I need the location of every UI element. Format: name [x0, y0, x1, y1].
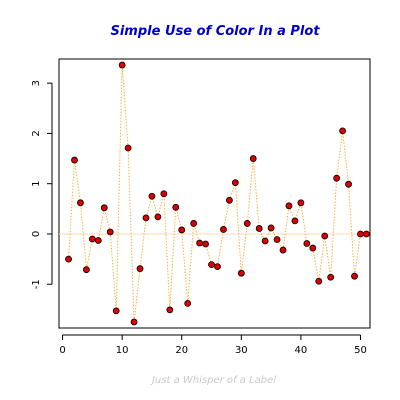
- x-tick-label: 10: [116, 345, 129, 356]
- data-point: [77, 199, 84, 207]
- plot-frame: [58, 58, 371, 329]
- y-tick-label: -1: [31, 279, 42, 289]
- y-axis: -1 0 1 2 3: [31, 80, 53, 289]
- data-point: [166, 306, 174, 314]
- data-point: [273, 236, 281, 243]
- data-point: [321, 232, 329, 240]
- data-point: [315, 277, 323, 285]
- data-point: [106, 228, 114, 236]
- data-point: [178, 226, 186, 234]
- x-tick-label: 0: [59, 345, 65, 356]
- data-point: [243, 220, 251, 227]
- series-connector-line: [68, 64, 367, 323]
- x-tick-label: 40: [295, 345, 308, 356]
- data-point: [303, 240, 311, 247]
- points-layer: [65, 61, 370, 326]
- data-point: [339, 127, 346, 135]
- x-tick-label: 20: [175, 345, 188, 356]
- x-axis-label: Just a Whisper of a Label: [150, 375, 276, 386]
- data-point: [71, 156, 78, 164]
- data-point: [261, 237, 269, 245]
- data-point: [297, 199, 305, 207]
- data-point: [202, 240, 209, 248]
- data-point: [88, 235, 96, 243]
- data-point: [357, 230, 364, 238]
- data-point: [172, 203, 180, 211]
- data-point: [118, 61, 126, 69]
- data-point: [190, 220, 198, 227]
- data-point: [255, 225, 263, 232]
- y-tick-label: 3: [31, 80, 42, 86]
- data-point: [363, 230, 370, 238]
- data-point: [130, 318, 138, 326]
- data-point: [196, 239, 204, 247]
- data-point: [351, 272, 358, 280]
- data-point: [327, 273, 335, 281]
- data-point: [112, 307, 120, 315]
- data-point: [345, 180, 352, 188]
- data-point: [279, 246, 287, 254]
- data-point: [309, 244, 317, 252]
- data-point: [136, 265, 144, 273]
- data-point: [65, 255, 72, 263]
- data-point: [237, 269, 245, 277]
- data-point: [100, 204, 108, 212]
- y-tick-label: 0: [31, 231, 42, 237]
- data-point: [291, 217, 299, 225]
- x-tick-label: 50: [354, 345, 367, 356]
- x-axis: 0 10 20 30 40 50: [59, 334, 367, 356]
- chart-title: Simple Use of Color In a Plot: [110, 24, 320, 39]
- data-point: [225, 196, 233, 204]
- data-point: [285, 202, 293, 210]
- data-point: [83, 266, 90, 274]
- data-point: [220, 226, 227, 233]
- data-point: [333, 174, 341, 182]
- data-point: [214, 263, 221, 271]
- data-point: [184, 299, 192, 307]
- data-point: [124, 144, 132, 152]
- data-point: [148, 192, 156, 200]
- data-point: [249, 155, 257, 162]
- data-point: [142, 214, 150, 222]
- y-tick-label: 1: [31, 181, 42, 187]
- data-point: [94, 237, 102, 244]
- connector-layer: [68, 64, 367, 323]
- data-point: [208, 261, 215, 269]
- x-tick-label: 30: [235, 345, 248, 356]
- data-point: [267, 224, 275, 232]
- data-point: [231, 179, 239, 187]
- data-point: [160, 190, 168, 198]
- data-point: [154, 213, 162, 221]
- y-tick-label: 2: [31, 130, 42, 136]
